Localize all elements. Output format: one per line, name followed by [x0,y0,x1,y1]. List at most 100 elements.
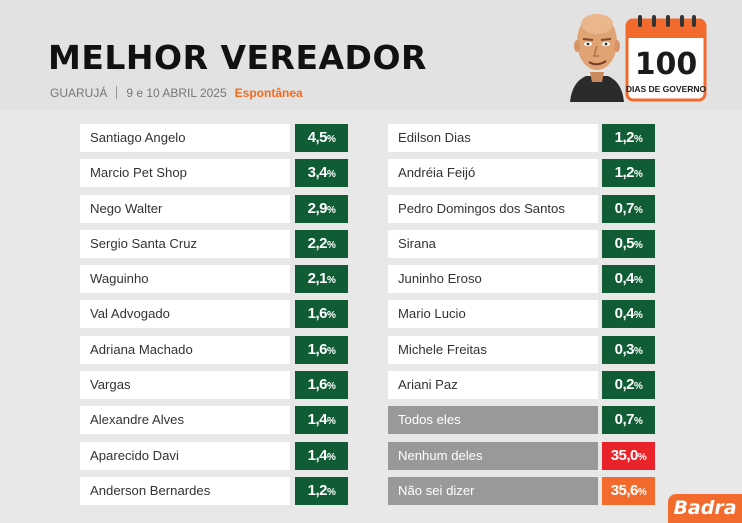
percent-sign: % [633,381,643,393]
candidate-name: Andréia Feijó [388,159,598,188]
percentage-number: 1,6 [307,340,328,358]
percentage-value: 0,2% [602,371,655,400]
candidate-name: Vargas [80,371,290,400]
candidate-name: Adriana Machado [80,335,290,364]
percentage-number: 0,5 [614,234,635,252]
percentage-value: 1,6% [295,335,348,364]
candidate-name: Mario Lucio [388,300,598,329]
percentage-number: 1,2 [614,129,635,146]
candidate-name: Todos eles [388,406,598,435]
percent-sign: % [637,451,647,463]
badra-logo: Badra [668,494,742,523]
percent-sign: % [326,239,336,251]
percentage-value: 2,9% [295,194,348,223]
candidate-name: Val Advogado [80,300,290,329]
candidate-name: Nenhum deles [388,441,598,470]
percent-sign: % [633,204,643,216]
percent-sign: % [326,134,336,145]
percentage-number: 0,3 [614,340,635,358]
percentage-value: 3,4% [295,159,348,188]
divider [116,86,118,99]
percentage-value: 1,6% [295,371,348,400]
percent-sign: % [633,310,643,322]
percentage-value: 0,4% [602,300,655,329]
candidate-name: Anderson Bernardes [80,476,290,505]
percentage-value: 0,7% [602,194,655,223]
candidate-name: Ariani Paz [388,371,598,400]
percentage-value: 2,2% [295,229,348,258]
candidate-name: Sergio Santa Cruz [80,229,290,258]
percent-sign: % [326,345,336,357]
dates-label: 9 e 10 ABRIL 2025 [126,86,227,100]
percentage-number: 1,2 [307,481,328,499]
percentage-number: 1,4 [307,446,328,464]
percentage-number: 2,1 [307,270,328,288]
percentage-number: 0,7 [614,199,635,217]
percent-sign: % [326,204,336,216]
percentage-number: 0,2 [614,376,635,394]
percent-sign: % [326,416,336,428]
percentage-number: 1,2 [614,164,635,182]
candidate-name: Pedro Domingos dos Santos [388,194,598,223]
candidate-name: Juninho Eroso [388,265,598,294]
percent-sign: % [326,486,336,498]
candidate-name: Aparecido Davi [80,441,290,470]
badge-label: DIAS DE GOVERNO [626,84,707,94]
candidate-name: Michele Freitas [388,335,598,364]
percentage-value: 4,5% [295,124,348,152]
percent-sign: % [326,451,336,463]
percentage-value: 35,6% [602,476,655,505]
percentage-number: 35,0 [610,446,639,464]
mayor-caricature-icon [570,14,624,102]
percentage-number: 3,4 [307,164,328,182]
percentage-number: 1,6 [307,376,328,394]
candidate-name: Waguinho [80,265,290,294]
percent-sign: % [633,275,643,287]
percentage-number: 4,5 [307,129,328,146]
survey-type-label: Espontânea [234,86,303,100]
percentage-number: 1,4 [307,411,328,429]
percentage-value: 2,1% [295,265,348,294]
percentage-value: 1,2% [602,159,655,188]
100-days-badge: 100 DIAS DE GOVERNO [625,14,707,102]
percentage-number: 2,9 [307,199,328,217]
percentage-value: 0,5% [602,229,655,258]
percent-sign: % [326,275,336,287]
percent-sign: % [326,310,336,322]
percentage-value: 0,4% [602,265,655,294]
candidate-name: Marcio Pet Shop [80,159,290,188]
percent-sign: % [633,239,643,251]
percentage-value: 35,0% [602,441,655,470]
candidate-name: Edilson Dias [388,124,598,152]
candidate-name: Nego Walter [80,194,290,223]
percentage-number: 0,4 [614,270,635,288]
percentage-value: 1,4% [295,406,348,435]
calendar-icon: 100 DIAS DE GOVERNO [625,15,707,102]
percent-sign: % [633,345,643,357]
badge-number: 100 [635,47,698,82]
header: MELHOR VEREADOR GUARUJÁ 9 e 10 ABRIL 2025… [0,0,742,110]
percentage-value: 1,2% [602,124,655,152]
percentage-value: 1,6% [295,300,348,329]
percent-sign: % [326,381,336,393]
percent-sign: % [637,486,647,498]
percent-sign: % [633,416,643,428]
percentage-number: 2,2 [307,234,328,252]
percentage-number: 0,7 [614,411,635,429]
percent-sign: % [633,169,643,181]
percentage-number: 35,6 [610,481,639,499]
percent-sign: % [326,169,336,181]
percent-sign: % [633,134,643,145]
percentage-value: 0,3% [602,335,655,364]
percentage-value: 0,7% [602,406,655,435]
candidate-name: Alexandre Alves [80,406,290,435]
candidate-name: Não sei dizer [388,476,598,505]
location-label: GUARUJÁ [50,86,108,100]
percentage-value: 1,4% [295,441,348,470]
candidate-name: Sirana [388,229,598,258]
page-title: MELHOR VEREADOR [48,38,427,77]
percentage-number: 1,6 [307,305,328,323]
subtitle: GUARUJÁ 9 e 10 ABRIL 2025 Espontânea [50,86,303,100]
percentage-number: 0,4 [614,305,635,323]
percentage-value: 1,2% [295,476,348,505]
